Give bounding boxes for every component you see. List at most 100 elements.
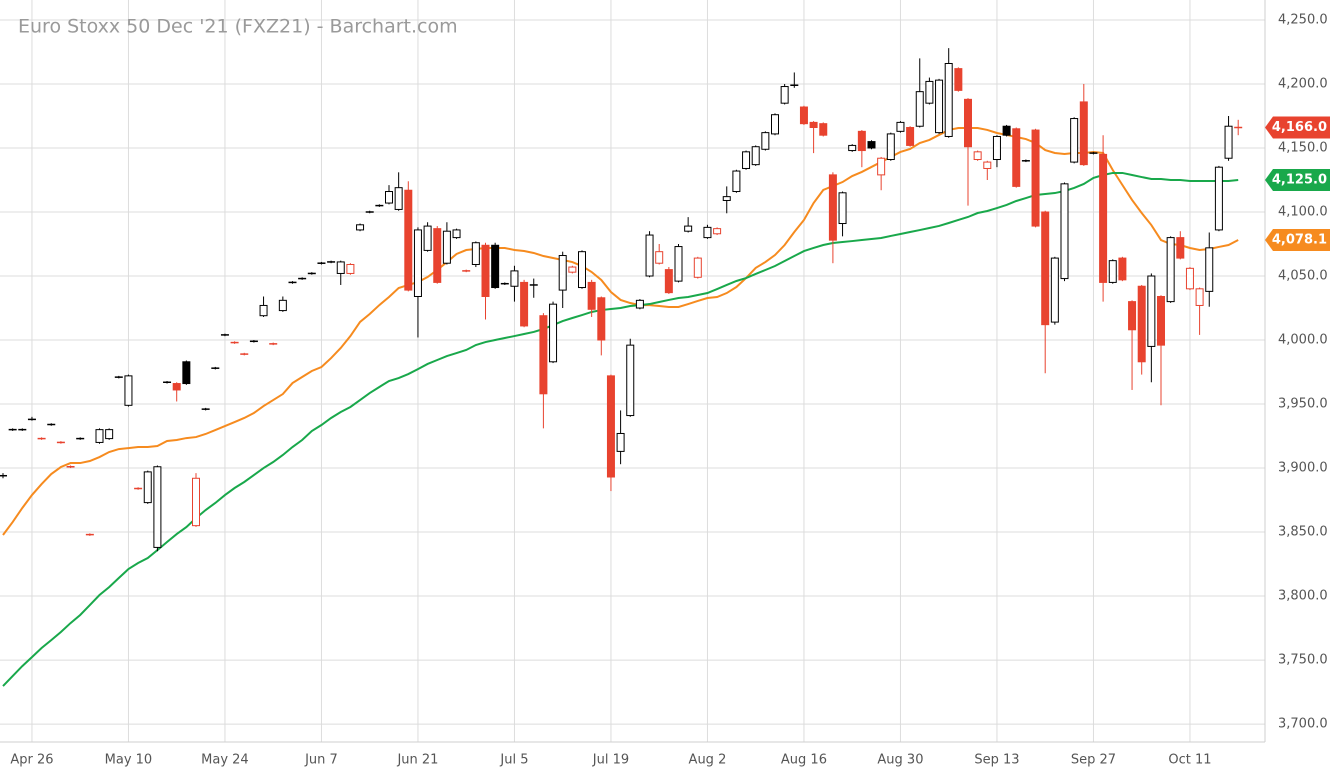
candle-body	[684, 225, 693, 232]
candle-body	[1108, 260, 1117, 283]
candle-body	[1128, 301, 1137, 331]
candle-body	[906, 127, 915, 146]
candle-body	[828, 174, 837, 241]
y-tick-label: 3,800.0	[1278, 589, 1328, 604]
candle-body	[394, 187, 403, 210]
candle-body	[442, 230, 451, 264]
candle-body	[549, 303, 558, 363]
candle-body	[1185, 267, 1194, 290]
candle-body	[336, 261, 345, 274]
y-tick-label: 3,750.0	[1278, 653, 1328, 668]
candle-body	[751, 146, 760, 166]
x-tick-label: Jul 5	[499, 753, 528, 768]
candle-body	[1118, 257, 1127, 281]
candle-body	[635, 299, 644, 309]
candle-body	[915, 91, 924, 127]
candle-body	[1176, 237, 1185, 259]
y-tick-label: 4,150.0	[1278, 140, 1328, 155]
x-tick-label: Oct 11	[1168, 753, 1211, 768]
candle-body	[616, 432, 625, 452]
candle-body	[1070, 118, 1079, 163]
candle-body	[385, 191, 393, 204]
candle-body	[587, 281, 596, 310]
y-tick-label: 3,900.0	[1278, 461, 1328, 476]
y-tick-label: 3,850.0	[1278, 525, 1328, 540]
x-tick-label: Aug 2	[689, 753, 727, 768]
candle-body	[838, 192, 847, 225]
candle-body	[568, 266, 577, 273]
candle-body	[780, 86, 789, 104]
candle-body	[674, 246, 683, 282]
candle-body	[1137, 285, 1146, 363]
candle-body	[857, 130, 866, 152]
candle-body	[703, 226, 712, 239]
candle-body	[413, 229, 422, 297]
price-badge-label: 4,125.0	[1272, 172, 1327, 187]
candle-body	[1166, 237, 1175, 303]
price-badge	[1265, 229, 1330, 252]
candle-body	[722, 196, 731, 201]
candle-body	[1031, 129, 1040, 227]
candle-body	[1041, 211, 1050, 326]
x-tick-label: May 10	[105, 753, 153, 768]
candle-body	[867, 141, 876, 149]
candle-body	[732, 170, 741, 193]
candle-body	[1157, 295, 1165, 346]
candle-body	[1195, 288, 1204, 306]
candle-body	[819, 123, 828, 136]
candle-body	[925, 80, 934, 104]
candle-body	[452, 229, 461, 239]
plot	[0, 48, 1243, 687]
candle-body	[404, 189, 413, 291]
candle-body	[954, 68, 963, 91]
candle-body	[655, 251, 664, 264]
candle-body	[944, 62, 953, 137]
y-tick-label: 3,950.0	[1278, 397, 1328, 412]
price-badge	[1265, 168, 1330, 191]
candle-body	[153, 466, 162, 548]
candle-body	[1079, 101, 1088, 166]
candle-body	[1012, 128, 1021, 187]
candle-body	[761, 132, 770, 150]
candle-body	[259, 304, 268, 317]
candle-body	[1060, 183, 1069, 280]
candle-body	[1214, 166, 1223, 231]
candle-body	[799, 106, 808, 125]
candle-body	[606, 375, 615, 478]
candle-body	[964, 98, 972, 148]
x-tick-label: Jul 19	[592, 753, 629, 768]
candle-body	[558, 255, 567, 291]
candle-body	[848, 144, 857, 152]
candle-body	[578, 251, 586, 289]
price-badge	[1265, 116, 1330, 139]
candle-body	[278, 299, 287, 312]
candle-body	[143, 471, 152, 504]
candle-body	[520, 281, 529, 327]
candle-body	[886, 133, 895, 161]
chart-title: Euro Stoxx 50 Dec '21 (FXZ21) - Barchart…	[18, 16, 458, 38]
candle-body	[481, 244, 490, 297]
y-tick-label: 4,100.0	[1278, 205, 1328, 220]
x-tick-label: Sep 27	[1071, 753, 1116, 768]
candle-body	[539, 315, 548, 395]
candle-body	[983, 161, 992, 169]
candle-body	[192, 477, 200, 527]
candle-body	[645, 234, 654, 277]
candle-body	[356, 224, 365, 231]
candle-body	[1002, 125, 1011, 136]
candle-body	[1224, 125, 1233, 159]
candle-body	[510, 270, 519, 287]
x-tick-label: Sep 13	[974, 753, 1019, 768]
candle-body	[423, 225, 432, 251]
candle-body	[877, 157, 886, 176]
y-tick-label: 4,000.0	[1278, 333, 1328, 348]
candle-body	[713, 228, 722, 235]
price-badge-label: 4,078.1	[1272, 233, 1327, 248]
price-badge-label: 4,166.0	[1272, 120, 1327, 135]
x-tick-label: May 24	[201, 753, 249, 768]
candle-body	[346, 263, 355, 274]
candle-body	[1205, 247, 1214, 292]
